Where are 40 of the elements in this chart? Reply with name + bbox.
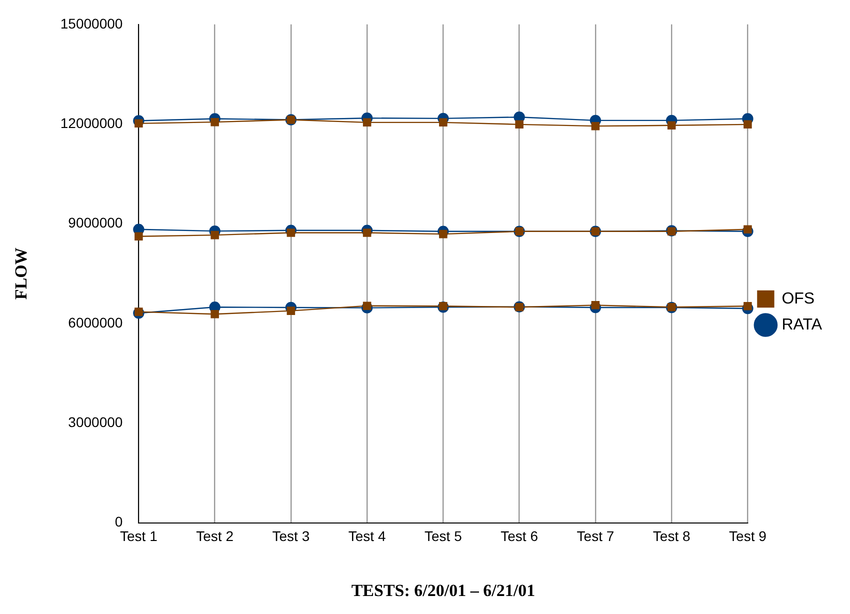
point (744, 120, 752, 129)
point (286, 306, 296, 315)
point (134, 232, 143, 241)
x-tick-label: Test 3 (272, 528, 310, 544)
x-tick-label: Test 8 (652, 528, 690, 544)
point (286, 228, 296, 237)
point (439, 230, 448, 238)
y-tick-label: 12000000 (60, 114, 123, 131)
legend-label: OFS (782, 290, 815, 308)
x-tick-label: Test 5 (424, 528, 462, 544)
point (362, 118, 372, 127)
legend-label: RATA (782, 316, 822, 334)
x-tick-label: Test 9 (729, 528, 767, 544)
x-axis-title: TESTS: 6/20/01 – 6/21/01 (351, 581, 536, 600)
y-tick-label: 3000000 (68, 414, 123, 430)
x-tick-label: Test 7 (576, 528, 614, 544)
point (210, 230, 219, 240)
point (744, 225, 752, 234)
point (210, 310, 219, 318)
point (362, 228, 372, 237)
point (515, 120, 524, 129)
x-tick-label: Test 4 (348, 528, 386, 544)
point (134, 119, 143, 128)
y-tick-label: 15000000 (60, 15, 123, 32)
point (744, 302, 752, 310)
point (362, 302, 372, 310)
y-tick-label: 0 (114, 514, 123, 530)
x-tick-label: Test 2 (196, 528, 234, 544)
point (591, 122, 600, 130)
y-axis-title: FLOW (12, 248, 31, 300)
y-tick-label: 9000000 (68, 214, 123, 231)
y-tick-label: 6000000 (68, 314, 123, 330)
point (134, 308, 143, 316)
x-tick-label: Test 1 (120, 528, 158, 544)
point (439, 118, 448, 127)
point (591, 301, 600, 310)
point (210, 118, 219, 126)
point (667, 121, 676, 130)
x-tick-label: Test 6 (500, 528, 538, 544)
point (439, 302, 448, 310)
